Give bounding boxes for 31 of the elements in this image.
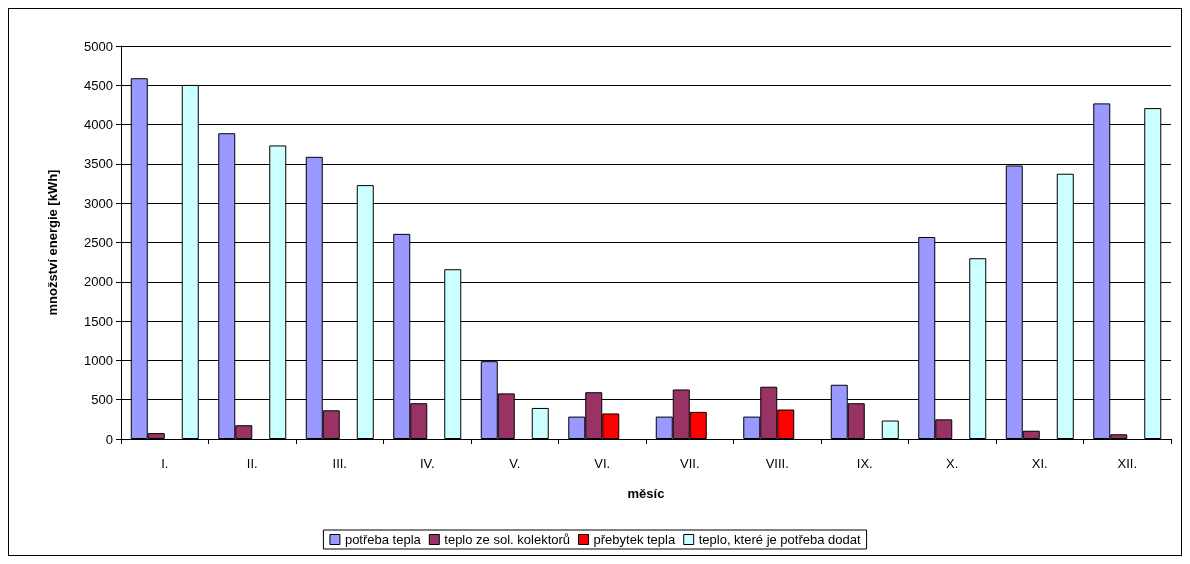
y-tick-label: 2500 xyxy=(84,235,113,250)
bar xyxy=(531,407,549,439)
y-tick-label: 4500 xyxy=(84,77,113,93)
y-tick-label: 3000 xyxy=(84,195,113,211)
x-tick-label: IV. xyxy=(419,456,435,471)
x-tick-label: IX. xyxy=(856,456,873,471)
bar xyxy=(881,420,899,439)
y-tick-label: 1000 xyxy=(84,352,113,368)
y-tick-label: 500 xyxy=(91,392,113,408)
x-tick-label: I. xyxy=(161,456,169,471)
legend-label: teplo, které je potřeba dodat xyxy=(698,532,861,547)
x-axis-title: měsíc xyxy=(627,486,665,501)
x-tick-label: VI. xyxy=(594,456,611,471)
legend-label: přebytek tepla xyxy=(593,532,676,547)
y-axis-title: množství energie [kWh] xyxy=(45,169,60,316)
y-tick-label: 2000 xyxy=(84,274,113,290)
x-tick-label: XII. xyxy=(1117,456,1138,471)
legend-label: potřeba tepla xyxy=(344,532,422,547)
x-tick-label: VIII. xyxy=(765,456,789,471)
x-tick-label: XI. xyxy=(1031,456,1048,471)
y-tick-label: 5000 xyxy=(84,38,113,54)
x-tick-label: VII. xyxy=(679,456,700,471)
y-tick-label: 0 xyxy=(105,431,113,447)
y-tick-label: 4000 xyxy=(84,117,113,133)
x-tick-label: V. xyxy=(509,456,521,471)
y-tick-label: 1500 xyxy=(84,313,113,329)
x-tick-label: III. xyxy=(332,456,347,471)
x-tick-label: II. xyxy=(246,456,258,471)
y-tick-label: 3500 xyxy=(84,156,113,172)
x-tick-label: X. xyxy=(946,456,959,471)
legend-label: teplo ze sol. kolektorů xyxy=(444,532,571,547)
